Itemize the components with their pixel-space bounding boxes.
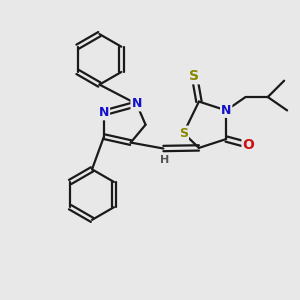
Text: N: N xyxy=(99,106,109,119)
Text: S: S xyxy=(190,69,200,83)
Text: N: N xyxy=(221,104,231,117)
Text: N: N xyxy=(131,98,142,110)
Text: O: O xyxy=(242,138,254,152)
Text: S: S xyxy=(179,127,188,140)
Text: H: H xyxy=(160,155,170,165)
